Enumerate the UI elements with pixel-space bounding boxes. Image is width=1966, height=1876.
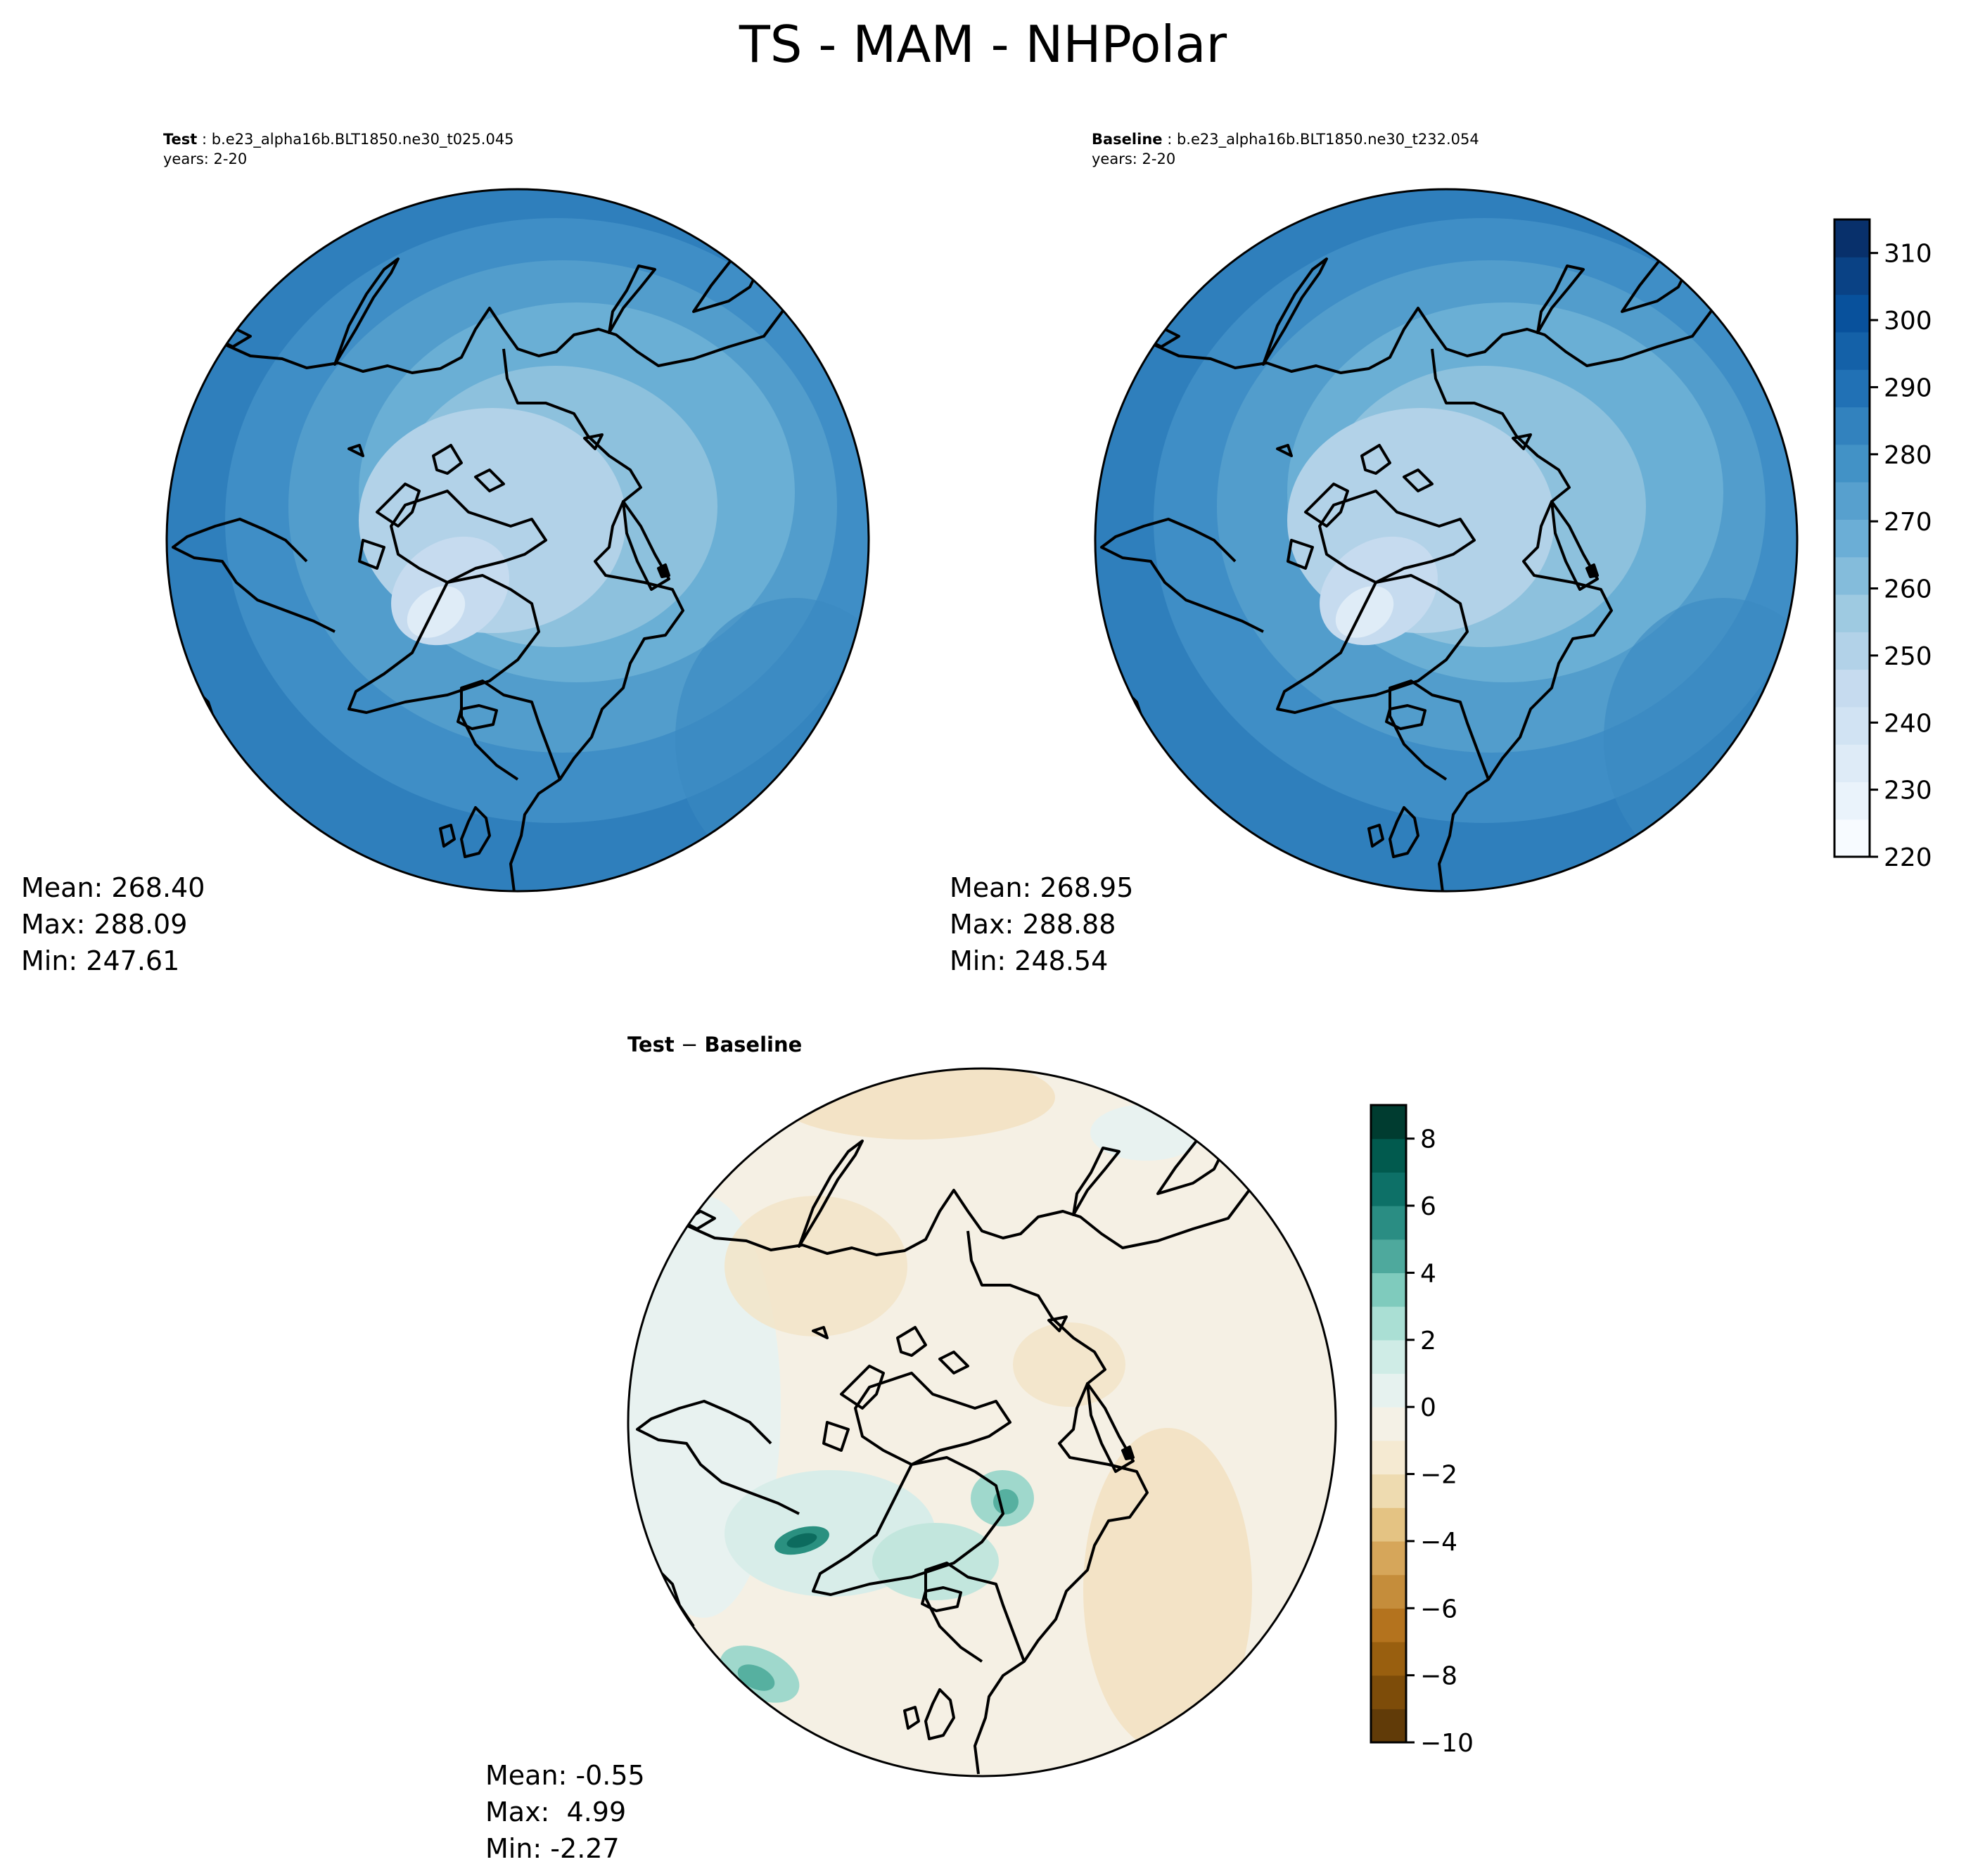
colorbar-tick-label: 260 [1884,575,1932,604]
colorbar-tick-label: −4 [1420,1528,1457,1557]
colorbar-segment [1371,1239,1406,1274]
colorbar-tick-label: 270 [1884,508,1932,537]
diff-max: Max: 4.99 [485,1797,627,1827]
test-min: Min: 247.61 [21,945,180,976]
colorbar-segment [1371,1574,1406,1609]
field-colorbar: 220 230 240 250 260 270 280 290 300 310 [1833,218,1932,872]
colorbar-tick-label: 250 [1884,642,1932,671]
test-mean: Mean: 268.40 [21,872,205,903]
colorbar-segment [1834,369,1870,408]
colorbar-frame [1370,1104,1408,1744]
colorbar-tick-label: 0 [1420,1393,1436,1422]
colorbar-segment [1834,632,1870,670]
colorbar-tick-label: 6 [1420,1192,1436,1221]
baseline-panel-title: Baseline : b.e23_alpha16b.BLT1850.ne30_t… [1092,131,1479,167]
test-case-name: b.e23_alpha16b.BLT1850.ne30_t025.045 [211,131,514,148]
diff-label-baseline: Baseline [704,1033,803,1057]
test-years: years: 2-20 [163,151,248,167]
test-stats: Mean: 268.40 Max: 288.09 Min: 247.61 [21,869,205,979]
colorbar-segment [1834,556,1870,595]
diff-panel-title: Test − Baseline [627,1033,802,1057]
colorbar-tick-label: 8 [1420,1125,1436,1154]
colorbar-segment [1371,1675,1406,1709]
colorbar-segment [1834,407,1870,445]
colorbar-segment [1371,1407,1406,1441]
baseline-mean: Mean: 268.95 [950,872,1134,903]
colorbar-segment [1834,257,1870,295]
diff-stats: Mean: -0.55 Max: 4.99 Min: -2.27 [485,1757,645,1867]
colorbar-segment [1371,1709,1406,1743]
colorbar-tick-label: −10 [1420,1729,1474,1758]
colorbar-segment [1371,1474,1406,1508]
test-max: Max: 288.09 [21,909,188,940]
baseline-case-name: b.e23_alpha16b.BLT1850.ne30_t232.054 [1176,131,1479,148]
colorbar-segment [1834,669,1870,708]
colorbar-tick-label: 230 [1884,777,1932,805]
colorbar-segment [1371,1306,1406,1341]
colorbar-segment [1371,1440,1406,1475]
colorbar-segment [1834,219,1870,257]
diff-label-separator: − [674,1033,705,1057]
colorbar-segment [1834,294,1870,333]
colorbar-segment [1834,781,1870,820]
baseline-map [1094,188,1799,893]
colorbar-tick-label: −2 [1420,1461,1457,1490]
colorbar-tick-label: 290 [1884,374,1932,402]
difference-colorbar: −10 −8 −6 −4 −2 0 2 4 6 8 [1370,1104,1474,1758]
colorbar-tick-label: 240 [1884,709,1932,738]
colorbar-segment [1371,1339,1406,1374]
colorbar-segment [1834,706,1870,745]
colorbar-tick-label: 220 [1884,843,1932,872]
colorbar-segment [1371,1373,1406,1408]
colorbar-tick-label: 2 [1420,1327,1436,1355]
baseline-years: years: 2-20 [1092,151,1176,167]
colorbar-tick-label: −8 [1420,1662,1457,1691]
colorbar-tick-label: −6 [1420,1595,1457,1623]
test-label: Test [163,131,198,148]
colorbar-segment [1834,482,1870,520]
colorbar-segment [1371,1138,1406,1173]
colorbar-segment [1371,1105,1406,1140]
colorbar-segment [1371,1507,1406,1542]
diff-min: Min: -2.27 [485,1833,620,1864]
colorbar-segment [1834,744,1870,783]
test-panel-title: Test : b.e23_alpha16b.BLT1850.ne30_t025.… [163,131,514,167]
baseline-min: Min: 248.54 [950,945,1109,976]
baseline-label: Baseline [1092,131,1163,148]
colorbar-tick-label: 300 [1884,307,1932,336]
colorbar-segment [1371,1206,1406,1240]
colorbar-segment [1834,331,1870,370]
colorbar-segment [1834,594,1870,632]
diff-mean: Mean: -0.55 [485,1760,645,1791]
colorbar-segment [1371,1272,1406,1307]
colorbar-segment [1371,1172,1406,1206]
colorbar-segment [1834,519,1870,558]
figure-title: TS - MAM - NHPolar [739,15,1227,74]
diff-label-test: Test [627,1033,675,1057]
colorbar-segment [1371,1608,1406,1642]
colorbar-tick-label: 4 [1420,1259,1436,1288]
baseline-stats: Mean: 268.95 Max: 288.88 Min: 248.54 [950,869,1133,979]
colorbar-segment [1834,444,1870,483]
colorbar-segment [1371,1540,1406,1576]
test-map [165,188,870,893]
difference-map [627,1067,1337,1778]
colorbar-tick-label: 280 [1884,441,1932,470]
colorbar-tick-label: 310 [1884,240,1932,269]
baseline-max: Max: 288.88 [950,909,1116,940]
colorbar-segment [1371,1641,1406,1676]
colorbar-segment [1834,819,1870,857]
colorbar-frame [1833,218,1871,858]
